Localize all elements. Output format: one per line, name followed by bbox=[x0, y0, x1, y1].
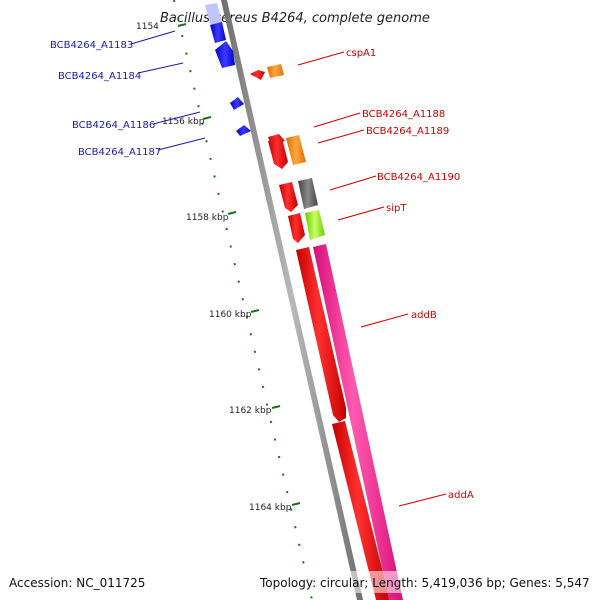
scale-tick bbox=[250, 309, 260, 313]
scale-tick bbox=[271, 405, 281, 409]
gene-label-addb[interactable]: addB bbox=[411, 310, 437, 321]
gene-label-sipt[interactable]: sipT bbox=[386, 203, 407, 214]
gene-feature[interactable] bbox=[215, 41, 235, 68]
gene-label-bcb4264-a1184[interactable]: BCB4264_A1184 bbox=[58, 71, 141, 82]
tick-label: 1162 kbp bbox=[229, 406, 272, 416]
gene-label-bcb4264-a1183[interactable]: BCB4264_A1183 bbox=[50, 40, 133, 51]
tick-label: 1158 kbp bbox=[186, 213, 229, 223]
gene-label-cspa1[interactable]: cspA1 bbox=[346, 48, 376, 59]
reverse-strand-genes bbox=[205, 3, 251, 136]
gene-label-adda[interactable]: addA bbox=[448, 490, 474, 501]
footer-backdrop bbox=[255, 571, 595, 593]
tick-label: 1156 kbp bbox=[162, 117, 205, 127]
scale-tick bbox=[291, 502, 301, 506]
gene-feature[interactable] bbox=[236, 125, 251, 136]
scale-tick bbox=[202, 116, 212, 120]
scale-tick bbox=[177, 23, 187, 27]
tick-label: 1154 bbox=[136, 22, 159, 32]
gene-feature[interactable] bbox=[230, 97, 244, 110]
gene-feature[interactable] bbox=[268, 138, 288, 169]
gene-feature-faded bbox=[205, 3, 222, 25]
gene-label-bcb4264-a1186[interactable]: BCB4264_A1186 bbox=[72, 120, 155, 131]
gene-label-bcb4264-a1188[interactable]: BCB4264_A1188 bbox=[362, 109, 445, 120]
gene-feature[interactable] bbox=[305, 210, 325, 240]
scale-tick bbox=[227, 211, 237, 215]
gene-feature[interactable] bbox=[288, 213, 305, 243]
gene-feature[interactable] bbox=[286, 135, 306, 165]
gene-feature[interactable] bbox=[298, 178, 318, 209]
genome-summary-text: Topology: circular; Length: 5,419,036 bp… bbox=[259, 576, 590, 590]
scale-dot-track bbox=[173, 0, 313, 600]
gene-label-bcb4264-a1189[interactable]: BCB4264_A1189 bbox=[366, 126, 449, 137]
right-leader-lines bbox=[297, 51, 447, 507]
genome-title: Bacillus cereus B4264, complete genome bbox=[160, 11, 430, 26]
genome-backbone bbox=[221, 0, 363, 600]
gene-feature-addB[interactable] bbox=[313, 244, 403, 600]
tick-label: 1160 kbp bbox=[209, 310, 252, 320]
scale-arc bbox=[173, 0, 313, 600]
gene-label-bcb4264-a1190[interactable]: BCB4264_A1190 bbox=[377, 172, 460, 183]
tick-label: 1164 kbp bbox=[249, 503, 292, 513]
forward-strand-genes bbox=[250, 64, 403, 600]
left-leader-lines bbox=[130, 30, 206, 151]
gene-label-bcb4264-a1187[interactable]: BCB4264_A1187 bbox=[78, 147, 161, 158]
gene-feature[interactable] bbox=[279, 182, 298, 212]
gene-feature[interactable] bbox=[210, 22, 226, 43]
gene-feature[interactable] bbox=[267, 64, 284, 78]
gene-feature[interactable] bbox=[250, 70, 265, 80]
gene-feature[interactable] bbox=[332, 421, 390, 600]
accession-text: Accession: NC_011725 bbox=[9, 576, 145, 590]
gene-feature-addA[interactable] bbox=[296, 247, 346, 422]
